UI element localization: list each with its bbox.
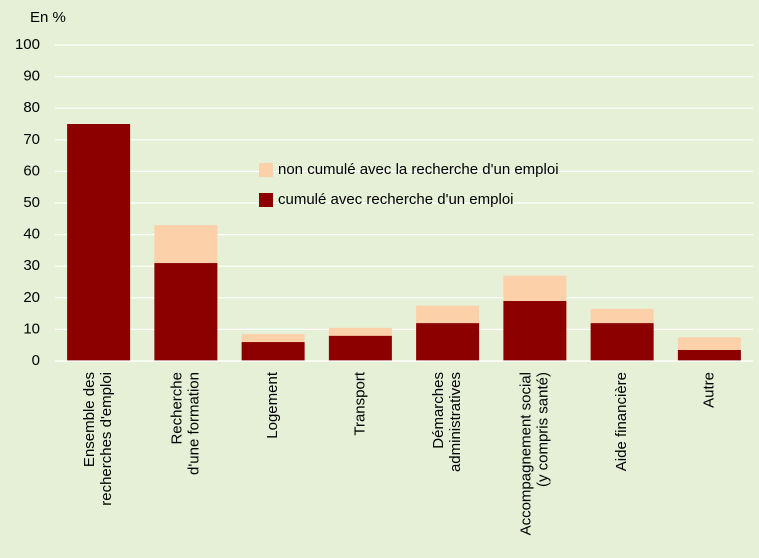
bar-segment: [590, 308, 654, 324]
bar-segment: [67, 124, 131, 361]
x-tick-label: Recherched'une formation: [168, 372, 202, 475]
legend-label: non cumulé avec la recherche d'un emploi: [278, 161, 559, 178]
legend-swatch: [259, 163, 273, 177]
y-axis-label: En %: [30, 9, 66, 26]
y-tick-label: 10: [23, 320, 40, 337]
y-tick-label: 60: [23, 162, 40, 179]
y-tick-label: 90: [23, 68, 40, 85]
bar-segment: [154, 263, 218, 361]
bar-segment: [328, 335, 392, 361]
legend-swatch: [259, 193, 273, 207]
bar-segment: [241, 342, 305, 361]
y-tick-label: 70: [23, 131, 40, 148]
y-tick-label: 80: [23, 99, 40, 116]
x-tick-label: Démarchesadministratives: [430, 372, 464, 472]
bar-segment: [154, 225, 218, 264]
x-tick-label: Transport: [351, 371, 368, 435]
bar-segment: [416, 305, 480, 324]
y-tick-label: 40: [23, 226, 40, 243]
y-tick-label: 50: [23, 194, 40, 211]
y-tick-label: 20: [23, 289, 40, 306]
x-tick-label: Logement: [264, 371, 281, 439]
bar-segment: [677, 349, 741, 361]
y-tick-label: 100: [15, 36, 40, 53]
bar-segment: [328, 327, 392, 336]
bar-segment: [241, 334, 305, 343]
x-tick-label: Ensemble desrecherches d'emploi: [81, 372, 115, 506]
bar-segment: [416, 323, 480, 361]
y-tick-label: 30: [23, 257, 40, 274]
bar-segment: [590, 323, 654, 361]
x-tick-label: Autre: [700, 372, 717, 408]
x-tick-label: Aide financière: [613, 372, 630, 471]
x-tick-label: Accompagnement social(y compris santé): [517, 372, 551, 535]
y-tick-label: 0: [32, 352, 40, 369]
bar-segment: [677, 337, 741, 350]
legend-label: cumulé avec recherche d'un emploi: [278, 191, 514, 208]
bar-segment: [503, 300, 567, 361]
bar-segment: [503, 275, 567, 301]
